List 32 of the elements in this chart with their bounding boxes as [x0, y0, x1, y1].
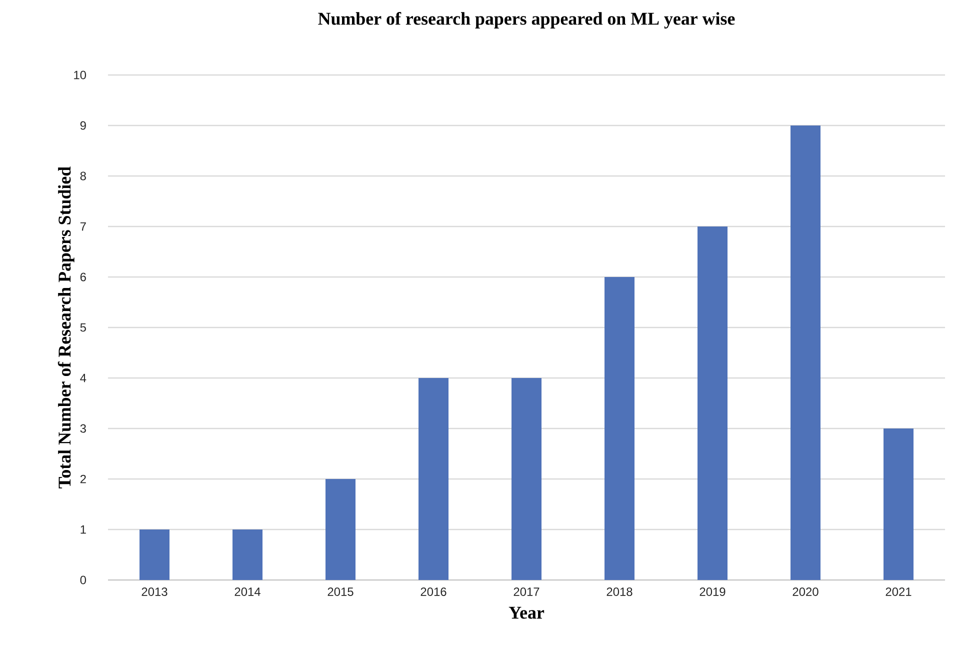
bar [232, 530, 263, 580]
y-tick-label: 0 [80, 576, 86, 584]
bar [512, 378, 542, 580]
y-axis-title: Total Number of Research Papers Studied [58, 166, 74, 488]
bar [884, 428, 914, 580]
y-tick-label: 4 [80, 374, 86, 382]
x-axis-title: Year [508, 606, 544, 619]
bar [140, 530, 170, 580]
x-tick-label: 2015 [328, 588, 354, 596]
y-tick-label: 2 [80, 474, 86, 484]
bar [604, 276, 635, 580]
y-tick-label: 8 [80, 172, 86, 180]
x-tick-label: 2018 [606, 588, 632, 596]
x-tick-label: 2021 [886, 588, 912, 596]
x-tick-label: 2013 [142, 588, 168, 596]
y-tick-label: 6 [80, 272, 86, 282]
x-tick-label: 2020 [792, 588, 818, 596]
bar [418, 378, 449, 580]
y-tick-label: 1 [80, 525, 86, 534]
y-tick-label: 7 [80, 222, 86, 231]
x-tick-label: 2014 [234, 588, 260, 596]
x-tick-label: 2019 [700, 588, 726, 596]
y-tick-label: 10 [74, 70, 86, 80]
x-tick-label: 2016 [420, 588, 446, 596]
bar [326, 479, 356, 580]
bar [698, 226, 728, 580]
y-tick-label: 3 [80, 424, 86, 433]
chart-title: Number of research papers appeared on ML year wise [318, 12, 735, 28]
bar [790, 125, 821, 580]
y-tick-label: 9 [80, 121, 86, 130]
x-tick-label: 2017 [514, 588, 540, 596]
y-tick-label: 5 [80, 323, 86, 332]
